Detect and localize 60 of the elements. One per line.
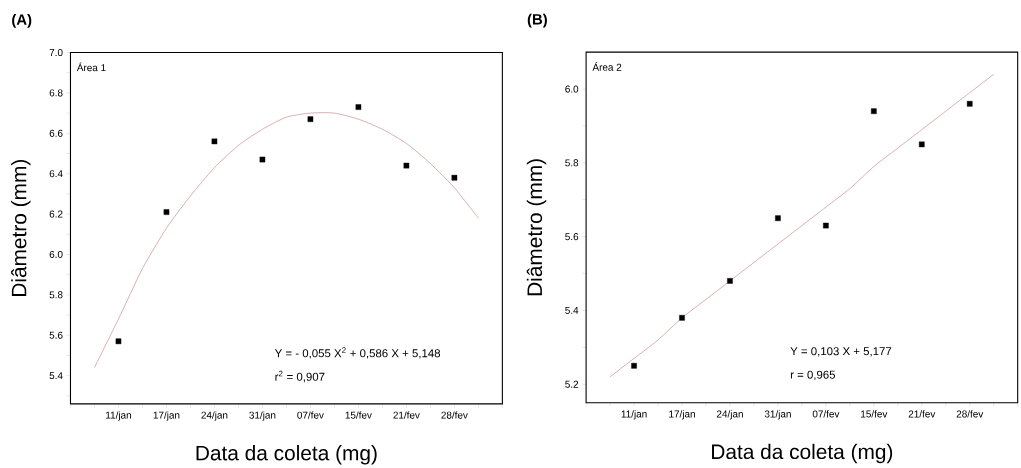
- x-tick-label: 28/fev: [441, 411, 468, 419]
- line-series: [94, 112, 479, 368]
- point: [403, 162, 410, 169]
- y-tick-label: 6.0: [565, 85, 579, 93]
- x-tick-label: 24/jan: [201, 411, 228, 421]
- x-tick-label: 21/fev: [908, 410, 936, 418]
- annotation: Y = 0,103 X + 5,177: [790, 347, 892, 357]
- y-tick-label: 5.8: [49, 291, 63, 299]
- point: [775, 215, 781, 222]
- y-tick-label: 5.6: [565, 233, 579, 241]
- point: [631, 363, 637, 369]
- y-tick-label: 6.6: [49, 129, 63, 137]
- annotation: Área 1: [76, 62, 106, 72]
- y-tick-label: 6.8: [49, 89, 63, 97]
- y-tick-label: 6.4: [49, 170, 63, 178]
- line-series: [609, 73, 995, 378]
- x-axis-title: Data da coleta (mg): [196, 445, 377, 465]
- y-tick-label: 7.0: [49, 49, 63, 57]
- point: [871, 108, 877, 115]
- annotation: r = 0,965: [790, 370, 836, 381]
- point: [966, 101, 973, 107]
- y-tick-label: 6.2: [49, 210, 63, 218]
- x-tick-label: 07/fev: [812, 410, 840, 418]
- point: [259, 156, 266, 163]
- x-tick-label: 17/jan: [153, 411, 180, 421]
- point: [115, 338, 122, 345]
- x-tick-label: 15/fev: [861, 410, 888, 418]
- x-tick-label: 17/jan: [669, 410, 695, 420]
- point: [355, 104, 362, 110]
- y-tick-label: 5.4: [565, 307, 579, 314]
- annotation: Y = - 0,055 X$^{2}$ + 0,586 X + 5,148: [274, 347, 441, 359]
- y-tick-label: 5.6: [49, 331, 63, 339]
- x-tick-label: 31/jan: [764, 410, 791, 420]
- x-tick-label: 15/fev: [345, 411, 372, 419]
- chart-title: (B): [527, 13, 547, 28]
- point: [451, 175, 458, 181]
- y-tick-label: 5.2: [565, 380, 579, 388]
- y-tick-label: 6.0: [49, 251, 63, 259]
- y-tick-label: 5.4: [49, 372, 63, 380]
- x-tick-label: 11/jan: [106, 411, 131, 421]
- y-axis-title: Diâmetro (mm): [11, 160, 31, 297]
- annotation: r$^{2}$ = 0,907: [275, 370, 325, 383]
- x-tick-label: 24/jan: [716, 410, 743, 420]
- x-axis-title: Data da coleta (mg): [712, 443, 893, 464]
- point: [918, 141, 925, 148]
- x-tick-label: 07/fev: [297, 411, 324, 419]
- point: [727, 278, 733, 284]
- x-tick-label: 28/fev: [956, 410, 984, 418]
- y-axis-title: Diâmetro (mm): [526, 159, 547, 296]
- point: [679, 315, 685, 321]
- point: [211, 138, 218, 145]
- x-tick-label: 21/fev: [393, 411, 420, 419]
- chart-title: (A): [12, 14, 32, 28]
- y-tick-label: 5.8: [565, 159, 579, 167]
- point: [163, 209, 170, 215]
- point: [823, 222, 829, 229]
- annotation: Área 2: [592, 62, 622, 71]
- point: [307, 116, 314, 123]
- x-tick-label: 11/jan: [621, 410, 647, 420]
- x-tick-label: 31/jan: [249, 411, 276, 421]
